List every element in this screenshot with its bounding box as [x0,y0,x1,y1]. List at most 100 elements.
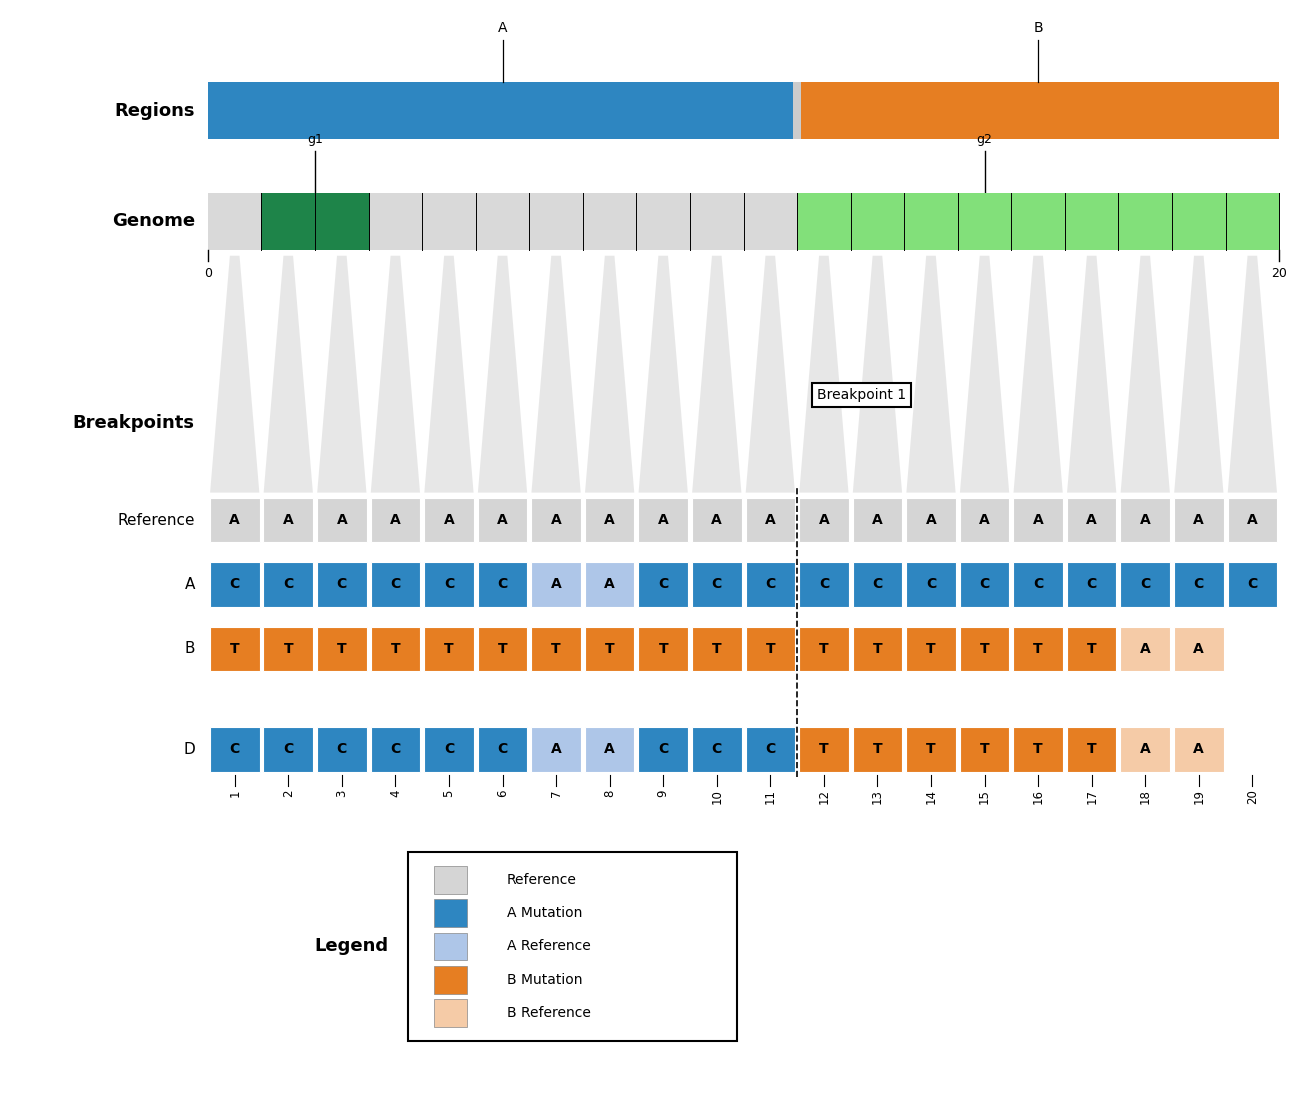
Text: C: C [391,578,400,591]
Bar [263,562,313,607]
Bar [211,498,259,542]
Text: Breakpoints: Breakpoints [72,414,195,432]
Bar [1174,562,1224,607]
Bar [317,562,367,607]
Bar [1013,627,1063,671]
Bar [745,562,795,607]
Text: T: T [873,743,882,756]
Polygon shape [692,256,741,493]
Text: 19: 19 [1192,789,1205,805]
Text: A Reference: A Reference [507,940,591,953]
Text: T: T [1087,642,1096,655]
Bar [959,498,1009,542]
Bar [584,727,634,772]
Polygon shape [1228,256,1277,493]
Bar [799,627,849,671]
Text: T: T [605,642,615,655]
Bar [424,498,474,542]
Bar [317,727,367,772]
Bar [692,727,741,772]
Bar [692,562,741,607]
Bar [263,727,313,772]
Text: A: A [873,514,883,527]
Text: A: A [1248,514,1258,527]
Text: Legend: Legend [315,938,388,955]
Text: C: C [497,578,508,591]
Bar [959,727,1009,772]
Bar [532,627,580,671]
Text: 17: 17 [1086,789,1098,805]
Bar [907,562,955,607]
Text: B: B [184,641,195,656]
Bar [262,193,368,250]
Text: T: T [283,642,293,655]
Text: A: A [229,514,240,527]
Bar [1013,562,1063,607]
Bar [371,627,420,671]
Text: T: T [443,642,454,655]
Text: A: A [550,578,562,591]
Text: 8: 8 [603,789,616,797]
Text: A: A [1140,743,1150,756]
Text: C: C [765,578,775,591]
Polygon shape [424,256,474,493]
Text: C: C [712,743,722,756]
Text: 0: 0 [204,267,212,280]
Bar [1120,498,1170,542]
Text: C: C [283,743,293,756]
Bar [371,562,420,607]
Polygon shape [478,256,528,493]
Text: g2: g2 [976,133,992,146]
Bar [794,82,801,139]
Text: A: A [283,514,293,527]
Text: C: C [229,578,240,591]
Text: 13: 13 [871,789,884,804]
Text: Genome: Genome [112,213,195,230]
Text: T: T [766,642,775,655]
Bar [745,627,795,671]
Bar [371,727,420,772]
Bar [853,562,903,607]
Text: C: C [926,578,936,591]
Bar [478,727,528,772]
Bar [478,498,528,542]
Polygon shape [371,256,420,493]
Bar [1067,498,1116,542]
Text: A: A [497,21,507,35]
Text: T: T [926,743,936,756]
Text: A: A [604,743,615,756]
Text: 4: 4 [390,789,401,797]
Bar [1228,498,1277,542]
Bar [907,727,955,772]
Text: A: A [658,514,669,527]
Text: 1: 1 [228,789,241,797]
Text: A: A [1140,514,1150,527]
Bar [797,193,1279,250]
Text: C: C [765,743,775,756]
Text: 9: 9 [657,789,670,797]
Bar [1013,498,1063,542]
Bar [371,498,420,542]
Polygon shape [907,256,955,493]
Bar [1120,727,1170,772]
Bar [424,627,474,671]
Text: Breakpoint 1: Breakpoint 1 [817,389,905,402]
Polygon shape [586,256,634,493]
Bar [317,627,367,671]
Text: A: A [1194,642,1204,655]
Text: g1: g1 [307,133,322,146]
Text: C: C [1087,578,1096,591]
Polygon shape [799,256,849,493]
Text: B Reference: B Reference [507,1006,591,1020]
Text: 6: 6 [496,789,509,797]
Text: T: T [337,642,346,655]
Bar [211,562,259,607]
Bar [853,627,903,671]
Bar [478,627,528,671]
Text: A: A [1194,514,1204,527]
Bar [1120,627,1170,671]
Text: 10: 10 [711,789,724,804]
Text: C: C [1140,578,1150,591]
Bar [434,999,467,1027]
Bar [638,627,688,671]
